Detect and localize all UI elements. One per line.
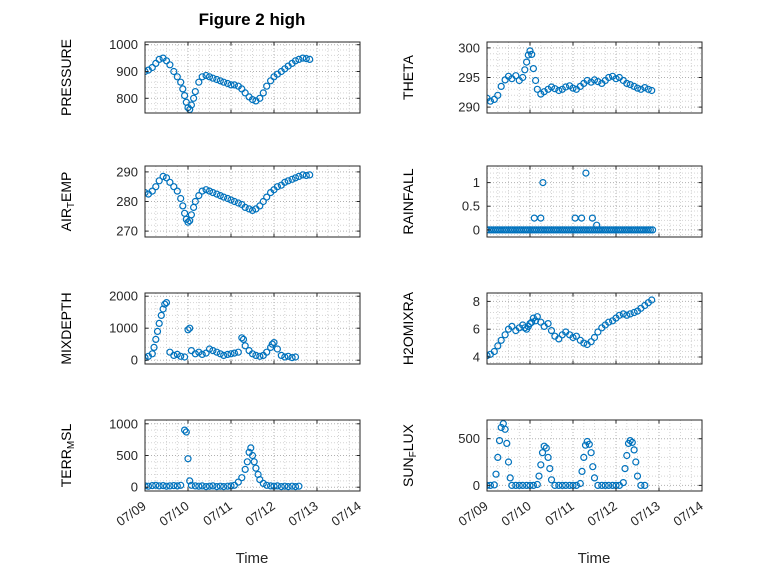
svg-text:07/13: 07/13 bbox=[285, 498, 320, 529]
subplot-theta: 290 295 300 THETA bbox=[387, 32, 717, 133]
svg-text:07/09: 07/09 bbox=[455, 498, 490, 529]
svg-text:4: 4 bbox=[473, 350, 480, 365]
svg-text:07/14: 07/14 bbox=[328, 498, 363, 529]
svg-text:280: 280 bbox=[116, 194, 138, 209]
plot-background bbox=[145, 420, 360, 491]
svg-text:290: 290 bbox=[116, 164, 138, 179]
y-tick-labels: 4 6 8 bbox=[473, 294, 480, 365]
chart-pressure: 800 900 1000 PRESSURE bbox=[58, 37, 361, 116]
axes-border bbox=[486, 165, 703, 238]
axis-ticks bbox=[144, 42, 361, 113]
y-axis-label: THETA bbox=[400, 54, 416, 100]
data-points bbox=[487, 296, 656, 360]
svg-text:6: 6 bbox=[473, 322, 480, 337]
svg-text:07/11: 07/11 bbox=[200, 498, 234, 528]
y-tick-labels: 0 500 bbox=[458, 431, 480, 493]
y-tick-labels: 270 280 290 bbox=[116, 164, 138, 238]
svg-text:07/09: 07/09 bbox=[113, 498, 148, 529]
data-points bbox=[145, 171, 314, 226]
svg-text:0.5: 0.5 bbox=[462, 199, 480, 214]
axis-ticks bbox=[144, 420, 361, 491]
plot-background bbox=[487, 420, 702, 491]
subplot-mixdepth: 0 1000 2000 MIXDEPTH bbox=[45, 283, 375, 384]
svg-text:07/12: 07/12 bbox=[242, 498, 277, 529]
svg-text:07/11: 07/11 bbox=[542, 498, 576, 528]
svg-text:900: 900 bbox=[116, 64, 138, 79]
data-points bbox=[487, 47, 656, 105]
svg-text:0: 0 bbox=[131, 353, 138, 368]
axis-ticks bbox=[144, 293, 361, 364]
plot-background bbox=[145, 293, 360, 364]
figure-title: Figure 2 high bbox=[198, 10, 306, 29]
svg-text:500: 500 bbox=[458, 431, 480, 446]
svg-text:07/12: 07/12 bbox=[584, 498, 619, 529]
plot-background bbox=[487, 166, 702, 237]
y-tick-labels: 800 900 1000 bbox=[109, 37, 138, 106]
subplot-pressure: 800 900 1000 PRESSURE bbox=[45, 32, 375, 133]
chart-theta: 290 295 300 THETA bbox=[400, 40, 703, 115]
y-axis-label: PRESSURE bbox=[58, 39, 74, 116]
data-points bbox=[145, 426, 303, 491]
chart-air-temp: 270 280 290 AIRTEMP bbox=[58, 164, 361, 239]
x-tick-labels: 07/09 07/10 07/11 07/12 07/13 07/14 bbox=[113, 498, 363, 529]
svg-text:07/10: 07/10 bbox=[156, 498, 191, 529]
svg-text:290: 290 bbox=[458, 100, 480, 115]
chart-terr-msl: 0 500 1000 07/09 07/10 07/11 07/12 07/13 07/14 TE… bbox=[58, 416, 364, 529]
y-axis-label: MIXDEPTH bbox=[58, 292, 74, 364]
svg-text:2000: 2000 bbox=[109, 289, 138, 304]
data-points bbox=[487, 420, 649, 490]
axis-ticks bbox=[486, 166, 703, 237]
svg-text:0: 0 bbox=[473, 222, 480, 237]
subplot-sun-flux: 0 500 07/09 07/10 07/11 07/12 07/13 07/14 SUNFLU… bbox=[387, 410, 717, 575]
svg-text:295: 295 bbox=[458, 70, 480, 85]
axes-border bbox=[486, 419, 703, 492]
svg-text:300: 300 bbox=[458, 40, 480, 55]
svg-text:1000: 1000 bbox=[109, 416, 138, 431]
data-points bbox=[145, 299, 300, 362]
svg-text:0: 0 bbox=[131, 480, 138, 495]
y-tick-labels: 290 295 300 bbox=[458, 40, 480, 114]
axis-ticks bbox=[486, 42, 703, 113]
chart-mixdepth: 0 1000 2000 MIXDEPTH bbox=[58, 289, 361, 368]
data-points bbox=[487, 169, 657, 234]
axes-border bbox=[486, 292, 703, 365]
svg-text:1: 1 bbox=[473, 175, 480, 190]
svg-text:1000: 1000 bbox=[109, 37, 138, 52]
svg-text:8: 8 bbox=[473, 294, 480, 309]
y-axis-label: RAINFALL bbox=[400, 168, 416, 234]
y-tick-labels: 0 500 1000 bbox=[109, 416, 138, 494]
svg-text:500: 500 bbox=[116, 448, 138, 463]
axes-border bbox=[144, 41, 361, 114]
svg-text:07/10: 07/10 bbox=[498, 498, 533, 529]
data-points bbox=[145, 54, 314, 113]
y-axis-label: H2OMIXRA bbox=[400, 291, 416, 365]
svg-text:1000: 1000 bbox=[109, 321, 138, 336]
axis-ticks bbox=[486, 293, 703, 364]
x-axis-label-right: Time bbox=[577, 550, 611, 567]
subplot-air-temp: 270 280 290 AIRTEMP bbox=[45, 156, 375, 257]
axis-ticks bbox=[486, 420, 703, 491]
chart-sun-flux: 0 500 07/09 07/10 07/11 07/12 07/13 07/14 SUNFLU… bbox=[400, 419, 706, 529]
y-axis-label: TERRMSL bbox=[58, 423, 77, 487]
x-axis-label-left: Time bbox=[235, 550, 269, 567]
svg-text:800: 800 bbox=[116, 91, 138, 106]
svg-text:07/13: 07/13 bbox=[627, 498, 662, 529]
svg-text:0: 0 bbox=[473, 478, 480, 493]
y-tick-labels: 00.51 bbox=[462, 175, 480, 237]
subplot-h2omixra: 4 6 8 H2OMIXRA bbox=[387, 283, 717, 384]
axis-ticks bbox=[144, 166, 361, 237]
svg-text:07/14: 07/14 bbox=[670, 498, 705, 529]
svg-text:270: 270 bbox=[116, 224, 138, 239]
subplot-rainfall: 0 0.5 1 RAINFALL bbox=[387, 156, 717, 257]
x-tick-labels: 07/09 07/10 07/11 07/12 07/13 07/14 bbox=[455, 498, 705, 529]
y-axis-label: AIRTEMP bbox=[58, 172, 77, 232]
y-tick-labels: 0 1000 2000 bbox=[109, 289, 138, 368]
y-axis-label: SUNFLUX bbox=[400, 423, 419, 487]
subplot-terr-msl: 0 500 1000 07/09 07/10 07/11 07/12 07/13 07/14 TE… bbox=[45, 410, 375, 575]
chart-h2omixra: 4 6 8 H2OMIXRA bbox=[400, 291, 703, 365]
